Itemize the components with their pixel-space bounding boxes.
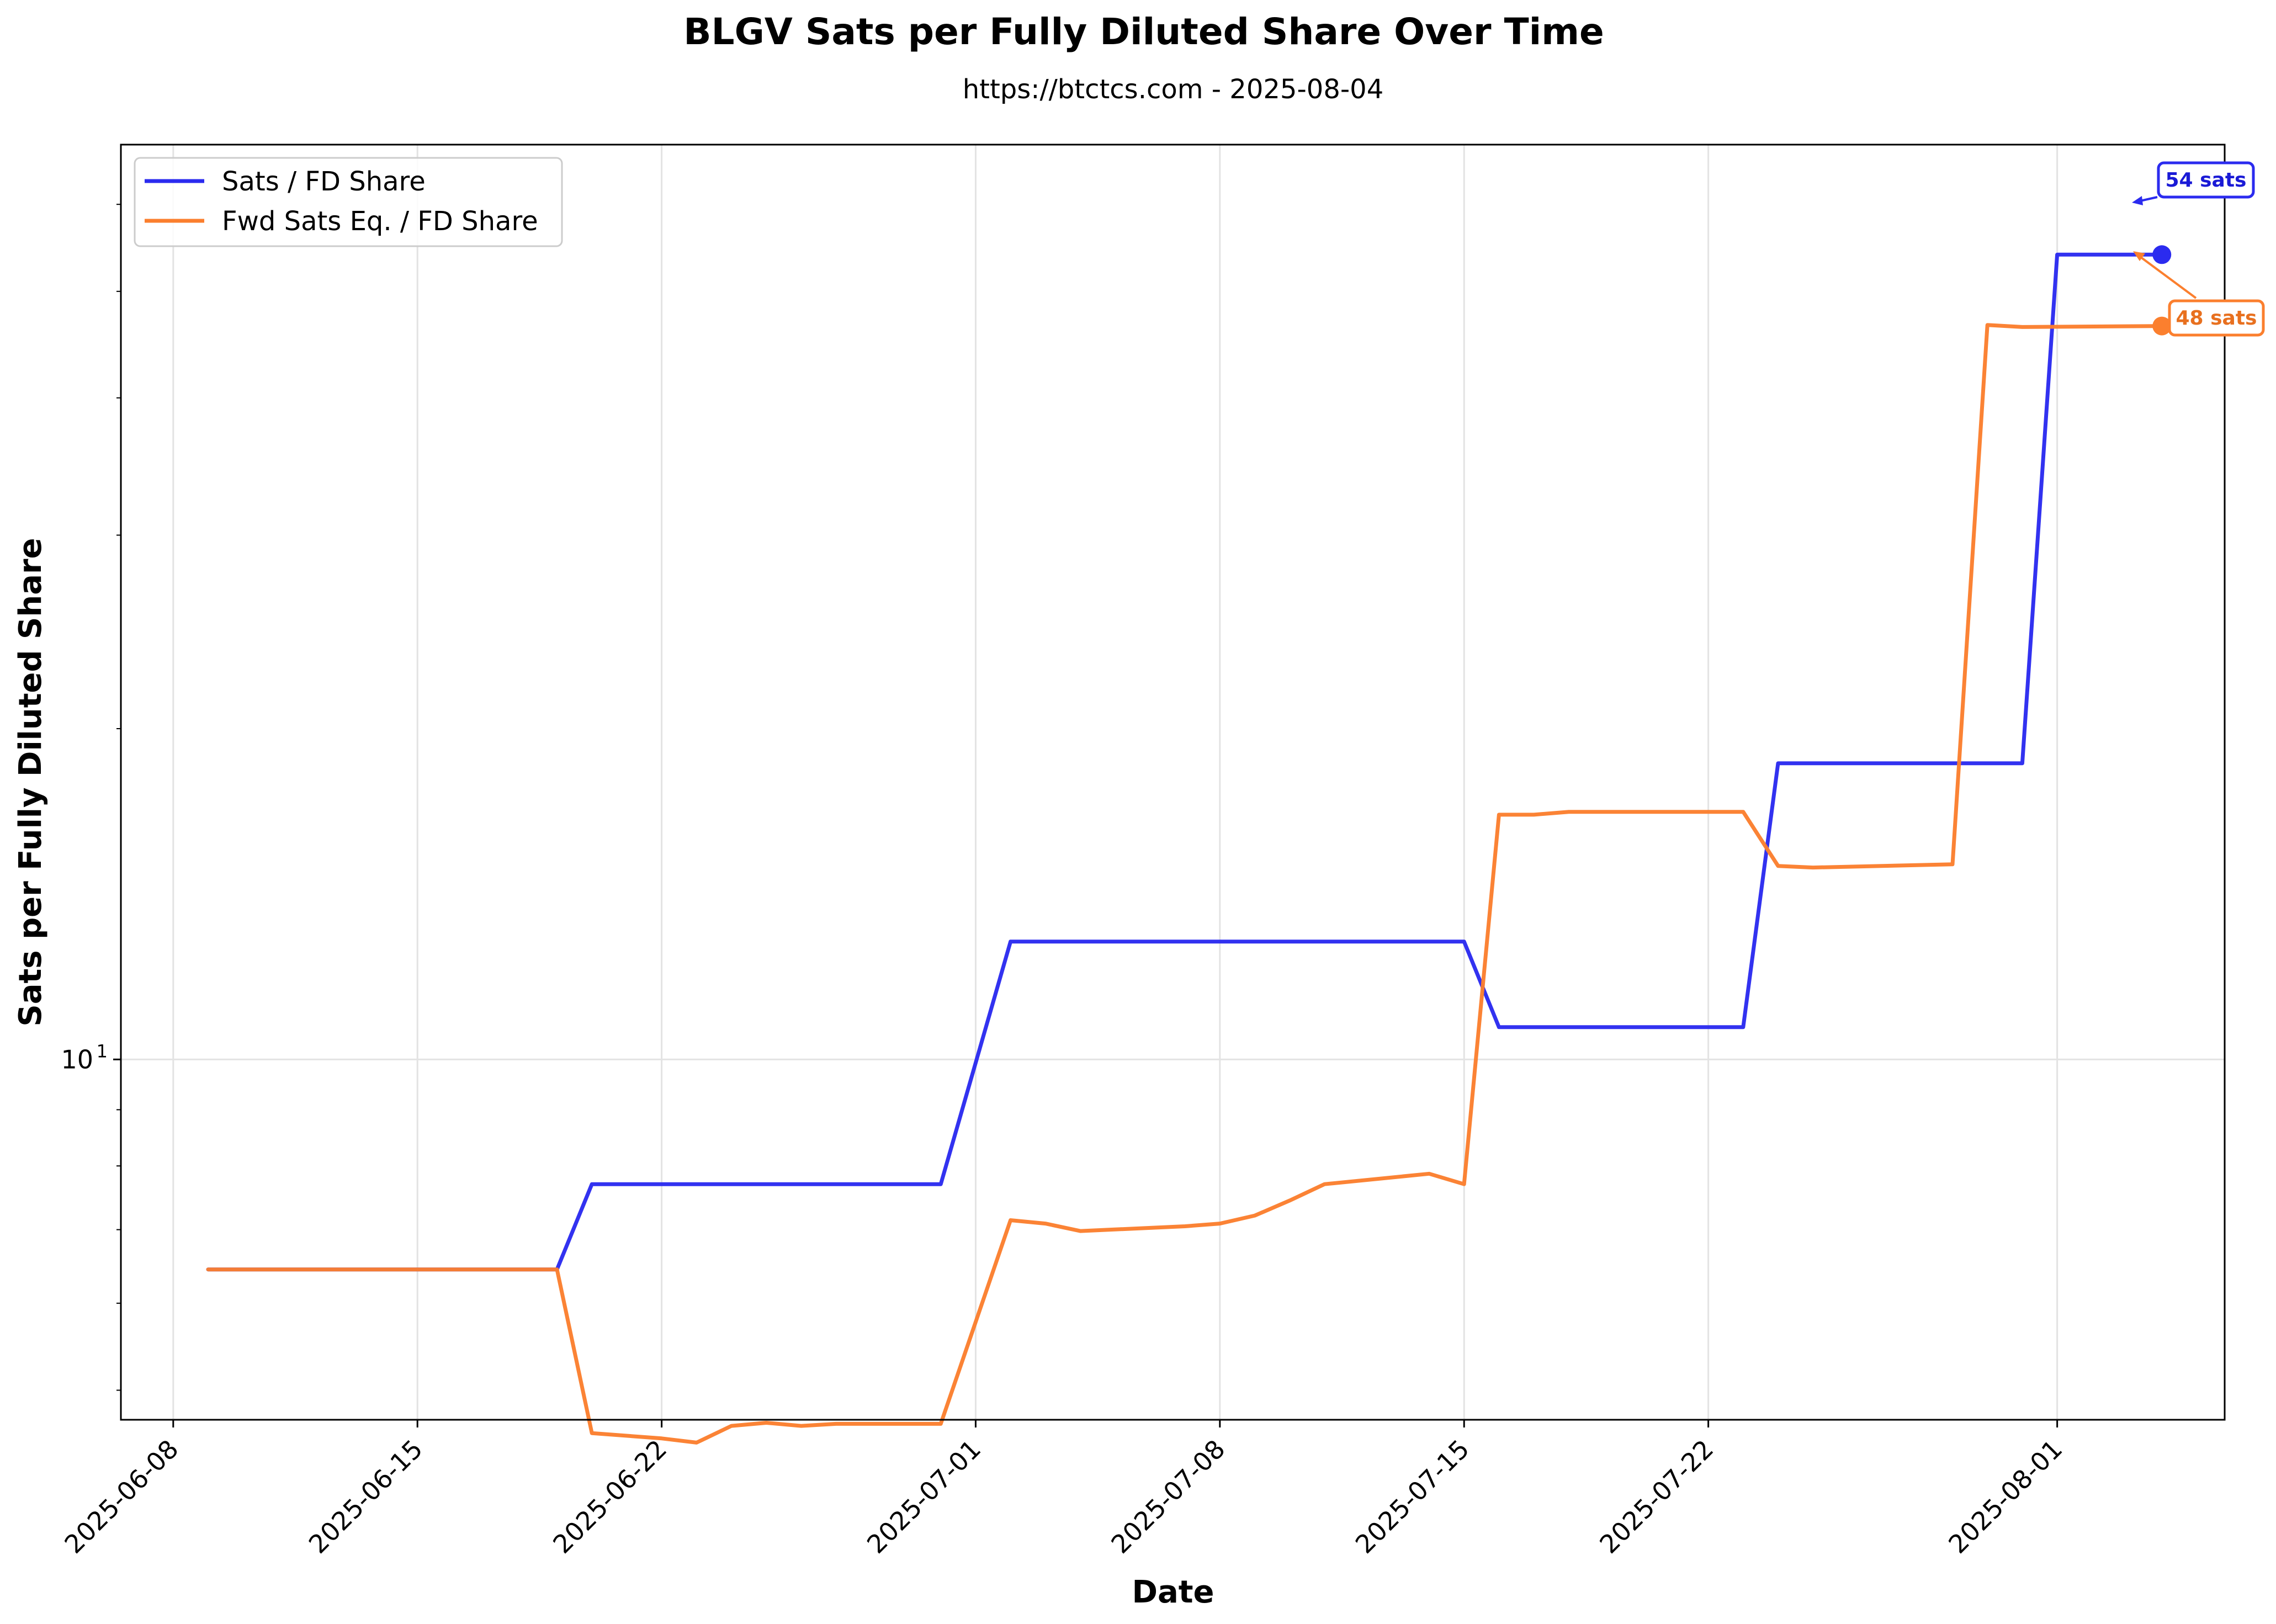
series-line-1 (206, 323, 2164, 1445)
annotation-arrowhead-fwd (2133, 251, 2145, 261)
y-axis: 10 1 (61, 204, 121, 1391)
annotation-arrowhead-sats (2132, 196, 2143, 205)
y-tick-base: 10 (61, 1044, 93, 1074)
annotation-label-sats: 54 sats (2166, 169, 2247, 192)
chart-subtitle: https://btctcs.com - 2025-08-04 (963, 74, 1384, 105)
x-axis-label: Date (1132, 1574, 1214, 1610)
grid-lines (121, 145, 2225, 1420)
annotation-box-sats (2157, 161, 2255, 199)
series-layer (206, 245, 2172, 1445)
y-tick-label: 10 (61, 1044, 93, 1074)
annotation-label-fwd: 48 sats (2176, 307, 2257, 330)
y-axis-label: Sats per Fully Diluted Share (13, 538, 49, 1026)
annotation-arrow-fwd (2135, 253, 2197, 299)
legend: Sats / FD Share Fwd Sats Eq. / FD Share (134, 157, 563, 247)
legend-label-fwd: Fwd Sats Eq. / FD Share (222, 206, 538, 237)
annotation-box-fwd (2168, 299, 2265, 337)
legend-box (134, 157, 563, 247)
series-endpoint-1 (2152, 316, 2172, 336)
legend-label-sats: Sats / FD Share (222, 166, 426, 197)
plot-frame (120, 144, 2226, 1421)
chart-title: BLGV Sats per Fully Diluted Share Over T… (683, 10, 1604, 53)
series-endpoint-0 (2152, 245, 2172, 264)
y-tick-exponent: 1 (97, 1041, 108, 1062)
end-annotations: 54 sats 48 sats (2132, 161, 2265, 337)
